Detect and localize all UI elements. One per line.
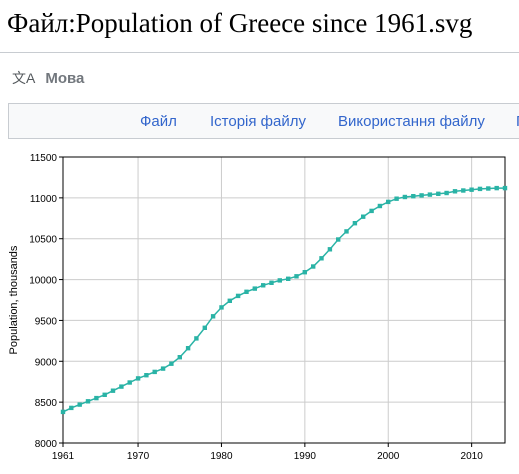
y-tick-label: 9500: [35, 316, 58, 327]
population-chart: 8000 8500 9000 9500 10000 10500 11000 11500 196…: [8, 153, 508, 462]
data-point: [169, 361, 174, 366]
y-axis: 8000 8500 9000 9500 10000 10500 11000 11500: [29, 153, 63, 450]
data-point: [352, 221, 358, 226]
y-axis-label: Population, thousands: [8, 245, 20, 354]
plot-area-frame: [62, 156, 506, 444]
series-points: [60, 185, 508, 415]
data-point: [144, 373, 149, 378]
y-tick-label: 11000: [30, 194, 58, 205]
data-point: [210, 314, 216, 319]
data-point: [119, 384, 124, 389]
data-point: [269, 280, 274, 285]
data-point: [102, 392, 107, 397]
data-point: [252, 286, 257, 291]
data-point: [486, 186, 491, 191]
data-point: [311, 264, 316, 269]
data-point: [227, 298, 232, 303]
data-point: [77, 402, 82, 407]
data-point: [402, 194, 408, 200]
x-tick-label: 2000: [377, 451, 400, 462]
data-point: [394, 196, 399, 201]
tab-partial[interactable]: Г: [516, 113, 519, 131]
x-tick-label: 1961: [52, 451, 75, 462]
data-point: [452, 189, 458, 194]
title-divider: [0, 52, 519, 53]
data-point: [294, 274, 299, 279]
data-point: [419, 193, 424, 198]
data-point: [477, 186, 483, 192]
x-tick-label: 2010: [461, 451, 484, 462]
x-tick-label: 1990: [294, 451, 317, 462]
x-axis: 1961 1970 1980 1990 2000 2010: [52, 443, 483, 462]
data-point: [461, 188, 466, 193]
data-point: [261, 283, 266, 288]
y-tick-label: 8500: [35, 398, 58, 409]
x-tick-label: 1970: [127, 451, 150, 462]
data-point: [327, 247, 333, 252]
data-point: [286, 276, 291, 281]
data-point: [94, 395, 99, 401]
data-point: [427, 192, 433, 197]
data-point: [135, 376, 141, 381]
data-point: [69, 405, 74, 411]
data-point: [377, 203, 383, 209]
data-point: [344, 229, 349, 234]
y-tick-label: 10000: [29, 276, 57, 287]
data-point: [219, 305, 224, 310]
page-title: Файл:Population of Greece since 1961.svg: [7, 8, 473, 38]
data-point: [319, 256, 324, 261]
language-label: Мова: [45, 69, 85, 87]
data-point: [411, 194, 416, 199]
chart-grid: [63, 157, 505, 443]
data-point: [160, 366, 166, 371]
y-tick-label: 8000: [35, 439, 58, 450]
data-point: [336, 237, 341, 242]
data-point: [361, 214, 366, 219]
data-point: [202, 325, 207, 330]
series-line: [62, 187, 505, 413]
data-point: [277, 278, 282, 283]
data-point: [85, 399, 91, 404]
data-point: [444, 190, 449, 196]
data-point: [60, 409, 66, 415]
data-point: [469, 187, 474, 192]
tab-file-usage[interactable]: Використання файлу: [338, 113, 485, 130]
data-point: [494, 185, 499, 191]
y-tick-label: 11500: [30, 153, 58, 164]
data-point: [177, 355, 182, 360]
language-selector[interactable]: 文A Мова: [12, 66, 84, 90]
data-point: [194, 336, 199, 341]
data-point: [110, 388, 116, 393]
data-point: [152, 369, 157, 375]
data-point: [185, 346, 191, 351]
tab-file[interactable]: Файл: [140, 113, 177, 130]
data-point: [127, 380, 132, 385]
data-point: [302, 270, 307, 275]
x-tick-label: 1980: [210, 451, 233, 462]
data-point: [436, 191, 441, 196]
data-point: [369, 208, 374, 214]
data-point: [244, 289, 249, 294]
y-tick-label: 10500: [29, 235, 57, 246]
translate-icon: 文A: [12, 70, 36, 86]
data-point: [235, 293, 241, 299]
y-tick-label: 9000: [35, 357, 58, 368]
tab-file-history[interactable]: Історія файлу: [210, 113, 306, 130]
data-point: [386, 199, 391, 205]
file-tabs: Файл Історія файлу Використання файлу Г: [8, 103, 519, 139]
data-point: [502, 185, 508, 191]
